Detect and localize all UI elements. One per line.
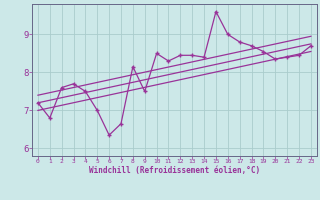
X-axis label: Windchill (Refroidissement éolien,°C): Windchill (Refroidissement éolien,°C)	[89, 166, 260, 175]
